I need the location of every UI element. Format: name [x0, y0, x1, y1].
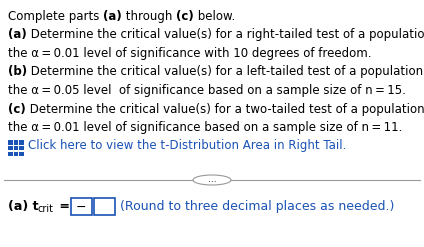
Text: −: −	[76, 201, 86, 213]
Bar	[14, 141, 18, 145]
Ellipse shape	[193, 175, 231, 185]
Text: the α = 0.01 level of significance with 10 degrees of freedom.: the α = 0.01 level of significance with …	[8, 47, 371, 60]
Text: the α = 0.05 level  of significance based on a sample size of n = 15.: the α = 0.05 level of significance based…	[8, 84, 406, 97]
Bar	[19, 151, 23, 156]
Text: Determine the critical value(s) for a left-tailed test of a population mean at: Determine the critical value(s) for a le…	[27, 65, 424, 79]
Text: (c): (c)	[8, 103, 26, 116]
Bar	[19, 146, 23, 150]
Text: =: =	[55, 200, 74, 213]
Bar	[19, 141, 23, 145]
Text: (a) t: (a) t	[8, 200, 39, 213]
Bar	[8, 146, 12, 150]
Text: (a) t: (a) t	[8, 200, 39, 213]
Bar	[14, 146, 18, 150]
Text: Determine the critical value(s) for a two-tailed test of a population mean at: Determine the critical value(s) for a tw…	[26, 103, 424, 116]
Text: Click here to view the t-Distribution Area in Right Tail.: Click here to view the t-Distribution Ar…	[28, 140, 346, 152]
Text: the α = 0.01 level of significance based on a sample size of n = 11.: the α = 0.01 level of significance based…	[8, 121, 402, 134]
Text: (a): (a)	[8, 28, 27, 41]
Text: (a): (a)	[103, 10, 122, 23]
Text: crit: crit	[37, 204, 53, 214]
Bar	[8, 151, 12, 156]
FancyBboxPatch shape	[94, 198, 114, 214]
Bar	[8, 141, 12, 145]
Bar	[14, 151, 18, 156]
Text: (b): (b)	[8, 65, 27, 79]
Text: (Round to three decimal places as needed.): (Round to three decimal places as needed…	[120, 200, 394, 213]
Text: (c): (c)	[176, 10, 194, 23]
Text: Complete parts: Complete parts	[8, 10, 103, 23]
Text: ...: ...	[208, 176, 216, 185]
Text: Determine the critical value(s) for a right-tailed test of a population mean at: Determine the critical value(s) for a ri…	[27, 28, 424, 41]
FancyBboxPatch shape	[70, 198, 92, 214]
Text: through: through	[122, 10, 176, 23]
Text: below.: below.	[194, 10, 235, 23]
